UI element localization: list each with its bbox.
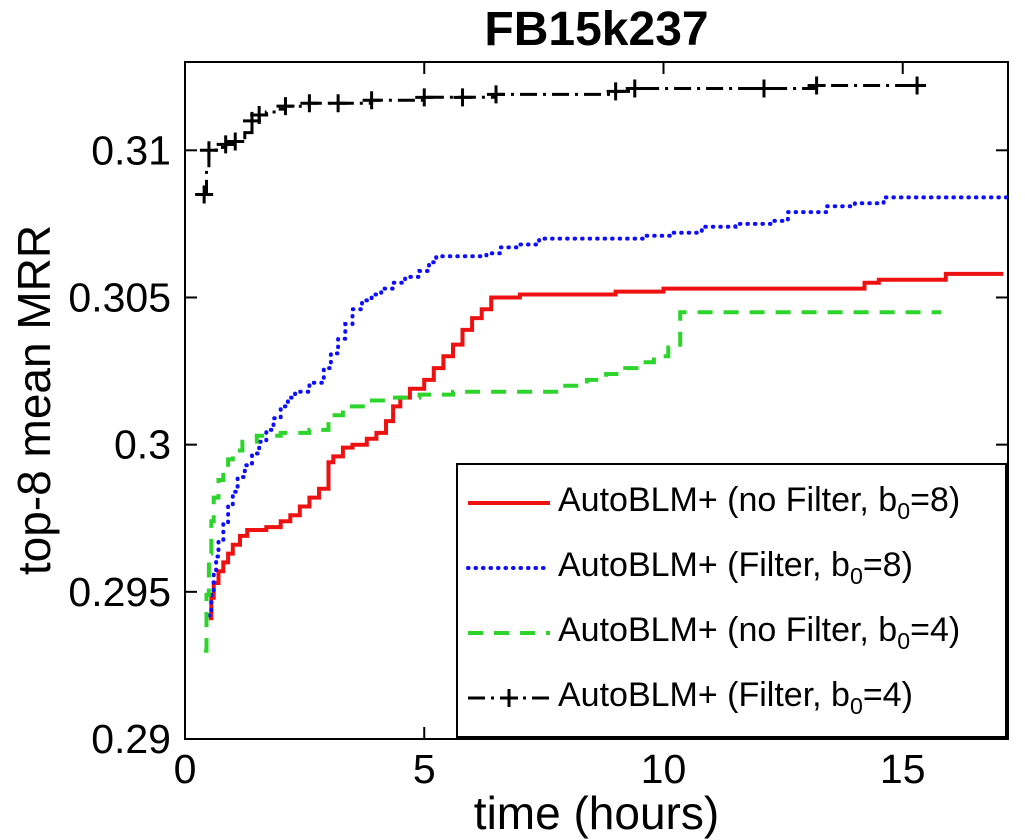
legend-item: AutoBLM+ (no Filter, b0=8): [466, 481, 1005, 525]
legend-line-sample: [466, 566, 552, 571]
legend-line-sample: [468, 630, 550, 635]
svg-text:0.295: 0.295: [68, 569, 171, 615]
svg-text:0.305: 0.305: [68, 274, 171, 320]
svg-text:15: 15: [880, 746, 926, 792]
svg-text:0.31: 0.31: [91, 127, 171, 173]
chart-title: FB15k237: [484, 3, 709, 56]
legend-line-sample: [468, 501, 550, 506]
legend: AutoBLM+ (no Filter, b0=8) AutoBLM+ (Fil…: [456, 463, 1007, 738]
legend-item: AutoBLM+ (no Filter, b0=4): [466, 611, 1005, 655]
legend-item: AutoBLM+ (Filter, b0=4): [466, 676, 1005, 720]
svg-text:5: 5: [413, 746, 436, 792]
svg-text:10: 10: [641, 746, 687, 792]
legend-label: AutoBLM+ (no Filter, b0=8): [558, 481, 961, 525]
svg-text:0: 0: [174, 746, 197, 792]
legend-line-sample: [468, 688, 550, 707]
svg-text:0.3: 0.3: [114, 422, 171, 468]
legend-label: AutoBLM+ (no Filter, b0=4): [558, 610, 961, 654]
legend-label: AutoBLM+ (Filter, b0=8): [558, 546, 913, 590]
x-axis-label: time (hours): [473, 787, 720, 839]
legend-item: AutoBLM+ (Filter, b0=8): [466, 546, 1005, 590]
legend-label: AutoBLM+ (Filter, b0=4): [558, 675, 913, 719]
svg-text:0.29: 0.29: [91, 716, 171, 762]
